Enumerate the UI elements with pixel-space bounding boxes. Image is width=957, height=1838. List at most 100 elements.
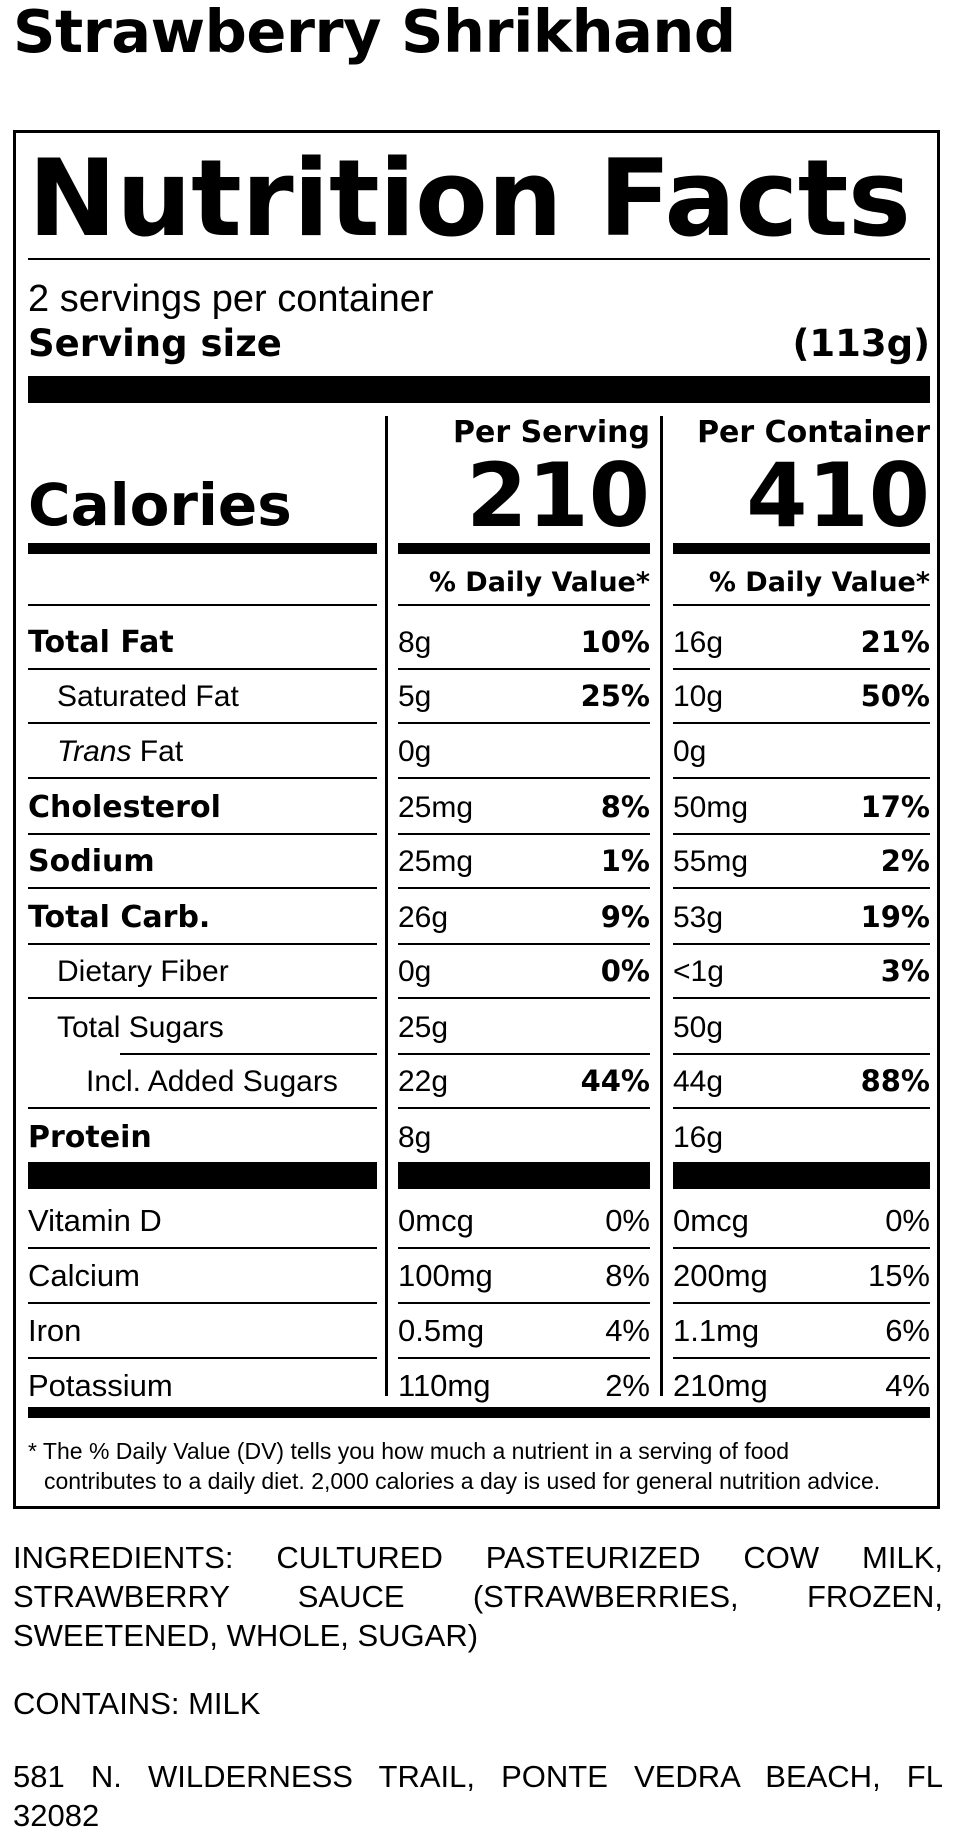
serving-daily-value: 9%	[600, 900, 650, 934]
thick-bar	[673, 1162, 930, 1189]
footnote-line: * The % Daily Value (DV) tells you how m…	[28, 1438, 790, 1464]
column-separator	[660, 416, 663, 1396]
row-divider	[398, 668, 650, 670]
row-divider	[673, 668, 930, 670]
thick-bar	[28, 376, 930, 403]
row-divider	[398, 604, 650, 606]
serving-amount: 25mg	[398, 791, 474, 824]
calories-per-container: 410	[746, 444, 930, 547]
container-amount: 0mcg	[673, 1203, 749, 1238]
vitamin-name: Vitamin D	[28, 1203, 162, 1238]
serving-amount: 26g	[398, 901, 449, 934]
address-line: 32082	[13, 1798, 100, 1833]
nutrient-name: Dietary Fiber	[57, 955, 229, 988]
row-divider	[398, 887, 650, 889]
serving-size-label: Serving size	[28, 322, 282, 365]
container-daily-value: 2%	[880, 844, 930, 878]
container-amount: 210mg	[673, 1368, 768, 1403]
divider	[28, 258, 930, 260]
calories-bar	[28, 543, 377, 554]
serving-daily-value: 0%	[600, 954, 650, 988]
row-divider	[398, 997, 650, 999]
thick-bar	[398, 1162, 650, 1189]
contains-statement: CONTAINS: MILK	[13, 1686, 261, 1721]
row-divider	[673, 1247, 930, 1249]
footnote-line: contributes to a daily diet. 2,000 calor…	[44, 1468, 881, 1494]
row-divider	[673, 887, 930, 889]
ingredients-line: STRAWBERRY SAUCE (STRAWBERRIES, FROZEN,	[13, 1579, 943, 1614]
serving-amount: 0g	[398, 955, 432, 988]
address-line: 581 N. WILDERNESS TRAIL, PONTE VEDRA BEA…	[13, 1759, 943, 1794]
nutrient-name-rest: Fat	[131, 735, 184, 768]
serving-amount: 110mg	[398, 1368, 491, 1403]
row-divider	[28, 1357, 377, 1359]
nutrient-name: Cholesterol	[28, 790, 221, 825]
serving-amount: 0.5mg	[398, 1313, 485, 1348]
dv-header-container: % Daily Value*	[708, 567, 930, 598]
row-divider	[398, 1302, 650, 1304]
nutrition-facts-heading: Nutrition Facts	[28, 137, 911, 260]
container-amount: 53g	[673, 901, 724, 934]
container-amount: 200mg	[673, 1258, 768, 1293]
product-title: Strawberry Shrikhand	[13, 0, 736, 66]
serving-daily-value: 44%	[580, 1064, 650, 1098]
address: 581 N. WILDERNESS TRAIL, PONTE VEDRA BEA…	[13, 1757, 943, 1835]
row-divider	[28, 1247, 377, 1249]
nutrient-name: Protein	[28, 1120, 152, 1155]
container-daily-value: 6%	[885, 1313, 930, 1348]
row-divider	[673, 1107, 930, 1109]
nutrition-label	[13, 130, 940, 1509]
serving-amount: 25g	[398, 1011, 449, 1044]
nutrient-name: Total Sugars	[57, 1011, 224, 1044]
container-daily-value: 19%	[860, 900, 930, 934]
ingredients-line: SWEETENED, WHOLE, SUGAR)	[13, 1618, 479, 1653]
row-divider	[28, 1302, 377, 1304]
vitamin-name: Potassium	[28, 1368, 173, 1403]
serving-amount: 0mcg	[398, 1203, 474, 1238]
container-amount: 50mg	[673, 791, 749, 824]
serving-amount: 25mg	[398, 845, 474, 878]
serving-daily-value: 2%	[605, 1368, 650, 1403]
row-divider	[673, 1357, 930, 1359]
container-daily-value: 17%	[860, 790, 930, 824]
row-divider	[120, 1053, 377, 1055]
nutrient-name: Saturated Fat	[57, 680, 239, 713]
row-divider	[28, 604, 377, 606]
per-serving-header: Per Serving	[453, 415, 650, 450]
row-divider	[398, 943, 650, 945]
vitamin-name: Calcium	[28, 1258, 140, 1293]
dv-header-serving: % Daily Value*	[428, 567, 650, 598]
calories-label: Calories	[28, 471, 292, 539]
nutrient-name: Total Carb.	[28, 900, 211, 935]
serving-daily-value: 0%	[605, 1203, 650, 1238]
container-amount: <1g	[673, 955, 724, 988]
container-amount: 16g	[673, 626, 724, 659]
container-daily-value: 50%	[860, 679, 930, 713]
row-divider	[673, 604, 930, 606]
serving-daily-value: 1%	[600, 844, 650, 878]
row-divider	[673, 997, 930, 999]
container-daily-value: 3%	[880, 954, 930, 988]
ingredients-line: INGREDIENTS: CULTURED PASTEURIZED COW MI…	[13, 1540, 943, 1575]
container-amount: 50g	[673, 1011, 724, 1044]
row-divider	[28, 668, 377, 670]
container-daily-value: 88%	[860, 1064, 930, 1098]
ingredients: INGREDIENTS: CULTURED PASTEURIZED COW MI…	[13, 1538, 943, 1655]
container-amount: 10g	[673, 680, 724, 713]
row-divider	[28, 997, 377, 999]
serving-size-value: (113g)	[792, 322, 930, 365]
container-daily-value: 0%	[885, 1203, 930, 1238]
row-divider	[673, 833, 930, 835]
vitamin-name: Iron	[28, 1313, 82, 1348]
row-divider	[398, 722, 650, 724]
container-amount: 0g	[673, 735, 707, 768]
footnote: * The % Daily Value (DV) tells you how m…	[28, 1436, 930, 1496]
nutrient-name: Total Fat	[28, 625, 174, 660]
serving-amount: 8g	[398, 1121, 432, 1154]
thick-bar	[28, 1162, 377, 1189]
row-divider	[673, 722, 930, 724]
container-amount: 16g	[673, 1121, 724, 1154]
row-divider	[398, 777, 650, 779]
calories-per-serving: 210	[466, 444, 650, 547]
serving-daily-value: 8%	[600, 790, 650, 824]
